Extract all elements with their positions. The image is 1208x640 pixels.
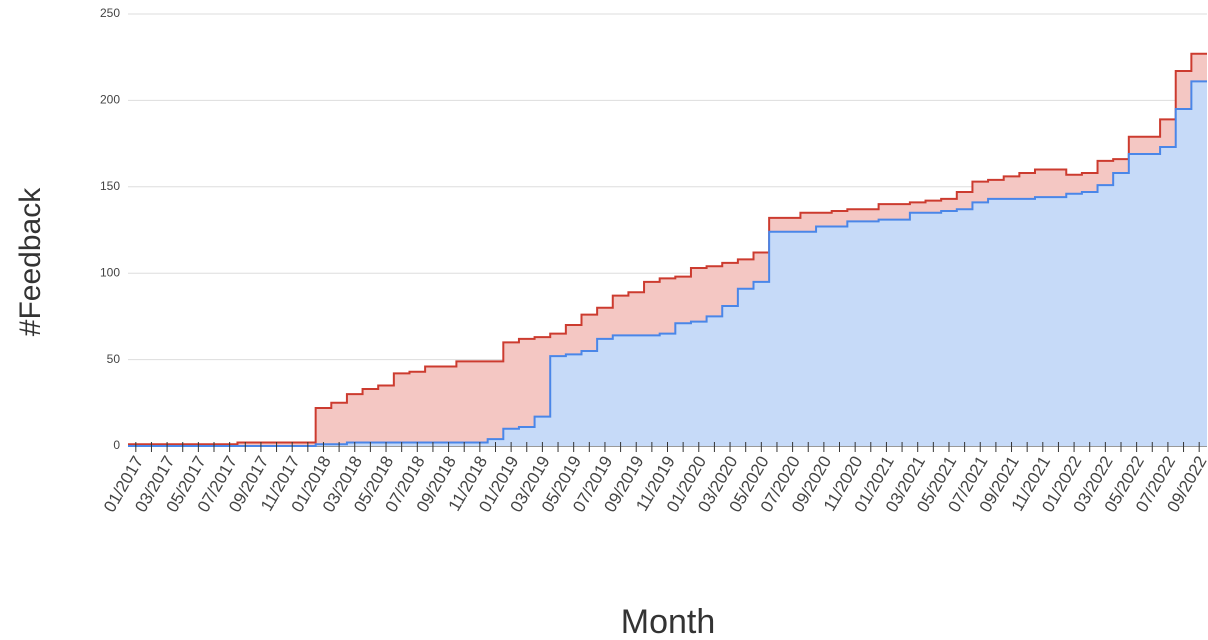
y-axis-title: #Feedback bbox=[14, 187, 47, 336]
y-tick-label: 250 bbox=[100, 6, 120, 20]
x-axis-title: Month bbox=[621, 603, 716, 640]
y-tick-label: 200 bbox=[100, 93, 120, 107]
line bbox=[128, 52, 1207, 446]
y-tick-label: 150 bbox=[100, 179, 120, 193]
y-tick-label: 50 bbox=[107, 352, 121, 366]
y-tick-label: 100 bbox=[100, 265, 120, 279]
area bbox=[128, 81, 1207, 446]
y-tick-label: 0 bbox=[113, 438, 120, 452]
